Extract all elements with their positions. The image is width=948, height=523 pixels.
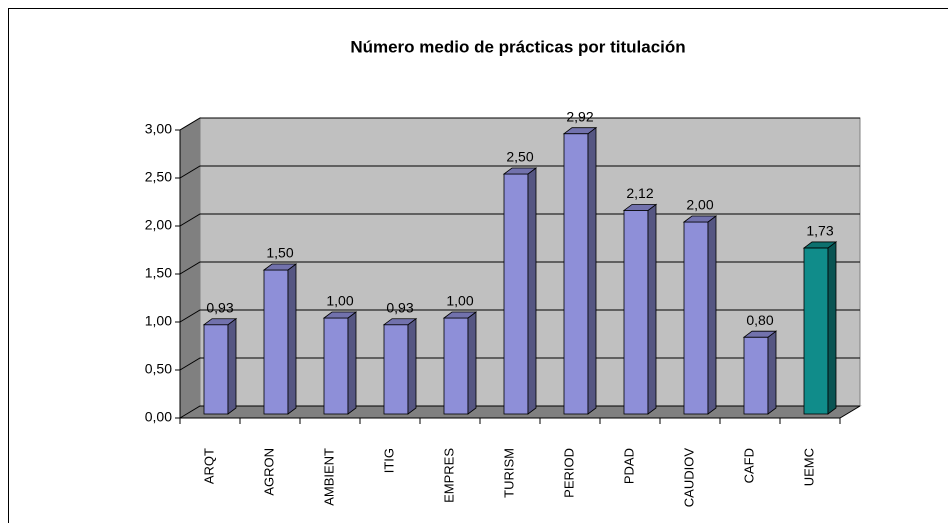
value-label: 1,73 [806, 223, 833, 239]
bar [563, 133, 589, 415]
x-tick-label: UEMC [801, 448, 816, 486]
value-label: 1,50 [266, 245, 293, 261]
x-tick-label: AMBIENT [321, 448, 336, 506]
bar-side [467, 311, 477, 415]
bar-side [827, 241, 837, 415]
bar [443, 317, 469, 415]
bar-top [562, 127, 598, 135]
bar-side [587, 126, 597, 415]
x-tick-label: TURISM [501, 448, 516, 498]
bar-top [682, 215, 718, 223]
bar-side [707, 215, 717, 415]
y-tick-label: 1,00 [145, 313, 172, 329]
y-tick-label: 2,00 [145, 217, 172, 233]
bar-side [407, 317, 417, 415]
x-tick-label: ARQT [201, 448, 216, 484]
bar-top [622, 204, 658, 211]
bar-top [442, 311, 478, 319]
bar-side [767, 330, 777, 415]
y-tick-label: 3,00 [145, 121, 172, 137]
x-tick-label: PERIOD [561, 448, 576, 498]
x-tick-label: AGRON [261, 448, 276, 496]
y-tick-label: 2,50 [145, 169, 172, 185]
bar [323, 317, 349, 415]
y-tick-label: 0,00 [145, 409, 172, 425]
bar-top [202, 318, 238, 326]
bar-side [227, 317, 237, 415]
y-tick-label: 1,50 [145, 265, 172, 281]
bar-side [527, 167, 537, 415]
value-label: 0,93 [386, 299, 413, 315]
y-tick-label: 0,50 [145, 361, 172, 377]
value-label: 2,12 [626, 185, 653, 201]
value-label: 2,00 [686, 197, 713, 213]
x-tick-label: CAFD [741, 448, 756, 483]
bar [743, 336, 769, 415]
value-label: 2,50 [506, 149, 533, 165]
bar [803, 247, 829, 415]
value-label: 1,00 [326, 293, 353, 309]
bar [263, 269, 289, 415]
x-tick-label: CAUDIOV [681, 448, 696, 508]
bar-top [742, 330, 778, 338]
bar [683, 221, 709, 415]
value-label: 2,92 [566, 108, 593, 124]
bar-side [347, 311, 357, 415]
grid-line [179, 117, 860, 131]
bar-top [382, 318, 418, 326]
value-label: 0,93 [206, 299, 233, 315]
bar-top [802, 241, 838, 249]
bar [503, 173, 529, 415]
bar [383, 324, 409, 415]
value-label: 1,00 [446, 293, 473, 309]
x-tick-label: EMPRES [441, 448, 456, 503]
grid-line [179, 165, 860, 179]
chart-title: Número medio de prácticas por titulación [350, 37, 685, 56]
x-tick-label: ITIG [381, 448, 396, 473]
bar-top [502, 167, 538, 175]
x-tick-label: PDAD [621, 448, 636, 484]
bar [203, 324, 229, 415]
bar-side [287, 263, 297, 415]
bar [623, 210, 649, 415]
bar-top [322, 311, 358, 319]
floor-edge [839, 405, 861, 419]
bar-side [647, 203, 657, 415]
bar-top [262, 263, 298, 271]
value-label: 0,80 [746, 312, 773, 328]
